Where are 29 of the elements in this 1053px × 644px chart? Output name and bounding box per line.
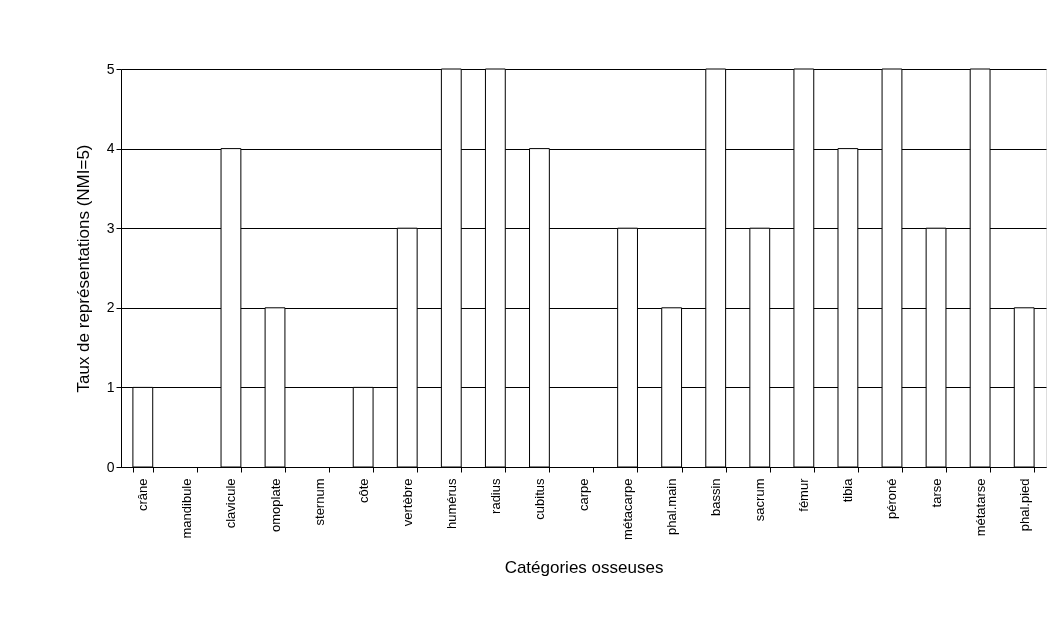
x-tick-label: radius xyxy=(487,478,503,514)
y-tick-label: 3 xyxy=(106,219,115,236)
x-tick-label: sacrum xyxy=(752,478,768,522)
x-tick-label: omoplate xyxy=(267,478,283,532)
x-tick-label: vertèbre xyxy=(399,478,415,527)
y-tick-label: 2 xyxy=(106,299,115,316)
x-tick-label: péroné xyxy=(884,478,900,519)
y-tick-label: 5 xyxy=(106,60,115,77)
y-tick-label: 1 xyxy=(106,378,115,395)
x-tick-label: métacarpe xyxy=(620,478,636,540)
x-tick-label: phal.pied xyxy=(1016,478,1032,532)
x-tick-label: côte xyxy=(355,478,371,504)
x-tick-label: humérus xyxy=(443,478,459,530)
x-tick-label: métatarse xyxy=(972,478,988,537)
x-tick-label: sternum xyxy=(311,478,327,526)
x-tick-label: crâne xyxy=(135,478,151,512)
x-tick-label: tibia xyxy=(840,477,856,503)
x-tick-label: tarse xyxy=(928,478,944,508)
x-tick-label: phal.main xyxy=(664,478,680,535)
y-tick-label: 4 xyxy=(106,140,115,157)
y-axis-title: Taux de représentations (NMI=5) xyxy=(73,144,93,393)
x-tick-label: mandibule xyxy=(179,478,195,539)
x-axis-title: Catégories osseuses xyxy=(504,557,664,577)
x-tick-label: carpe xyxy=(576,478,591,512)
x-tick-label: bassin xyxy=(708,478,724,517)
x-tick-label: clavicule xyxy=(223,478,239,529)
y-tick-label: 0 xyxy=(106,458,115,475)
x-tick-label: fémur xyxy=(796,477,812,512)
x-tick-label: cubitus xyxy=(531,478,547,520)
